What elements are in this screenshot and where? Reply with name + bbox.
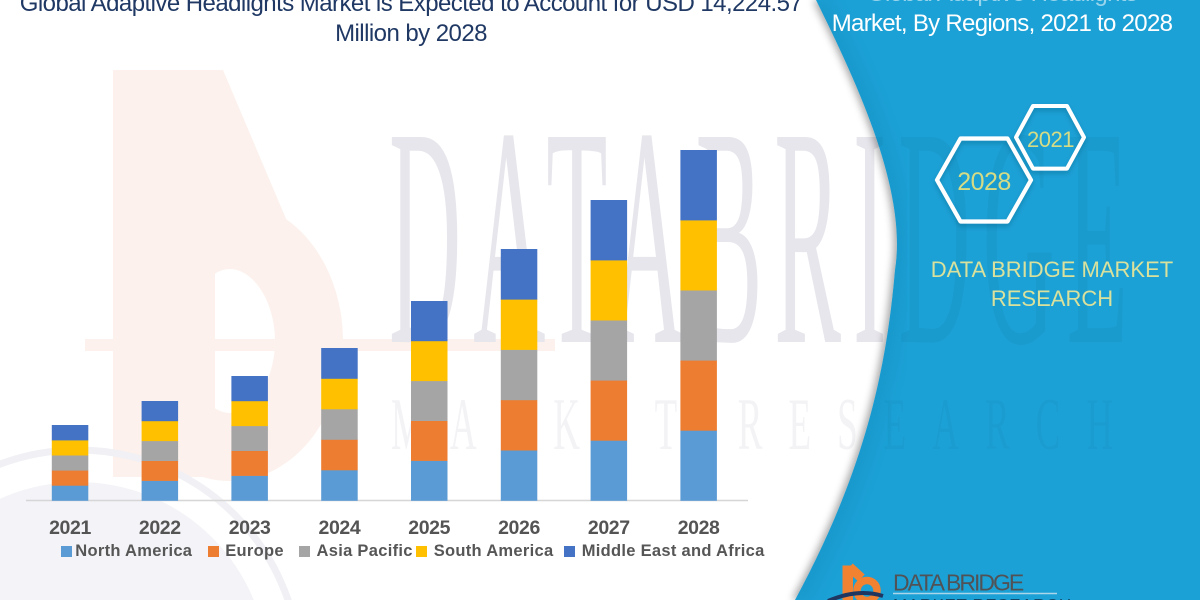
svg-text:DATA BRIDGE: DATA BRIDGE bbox=[893, 570, 1024, 596]
svg-text:MARKET RESEARCH: MARKET RESEARCH bbox=[893, 596, 1072, 600]
